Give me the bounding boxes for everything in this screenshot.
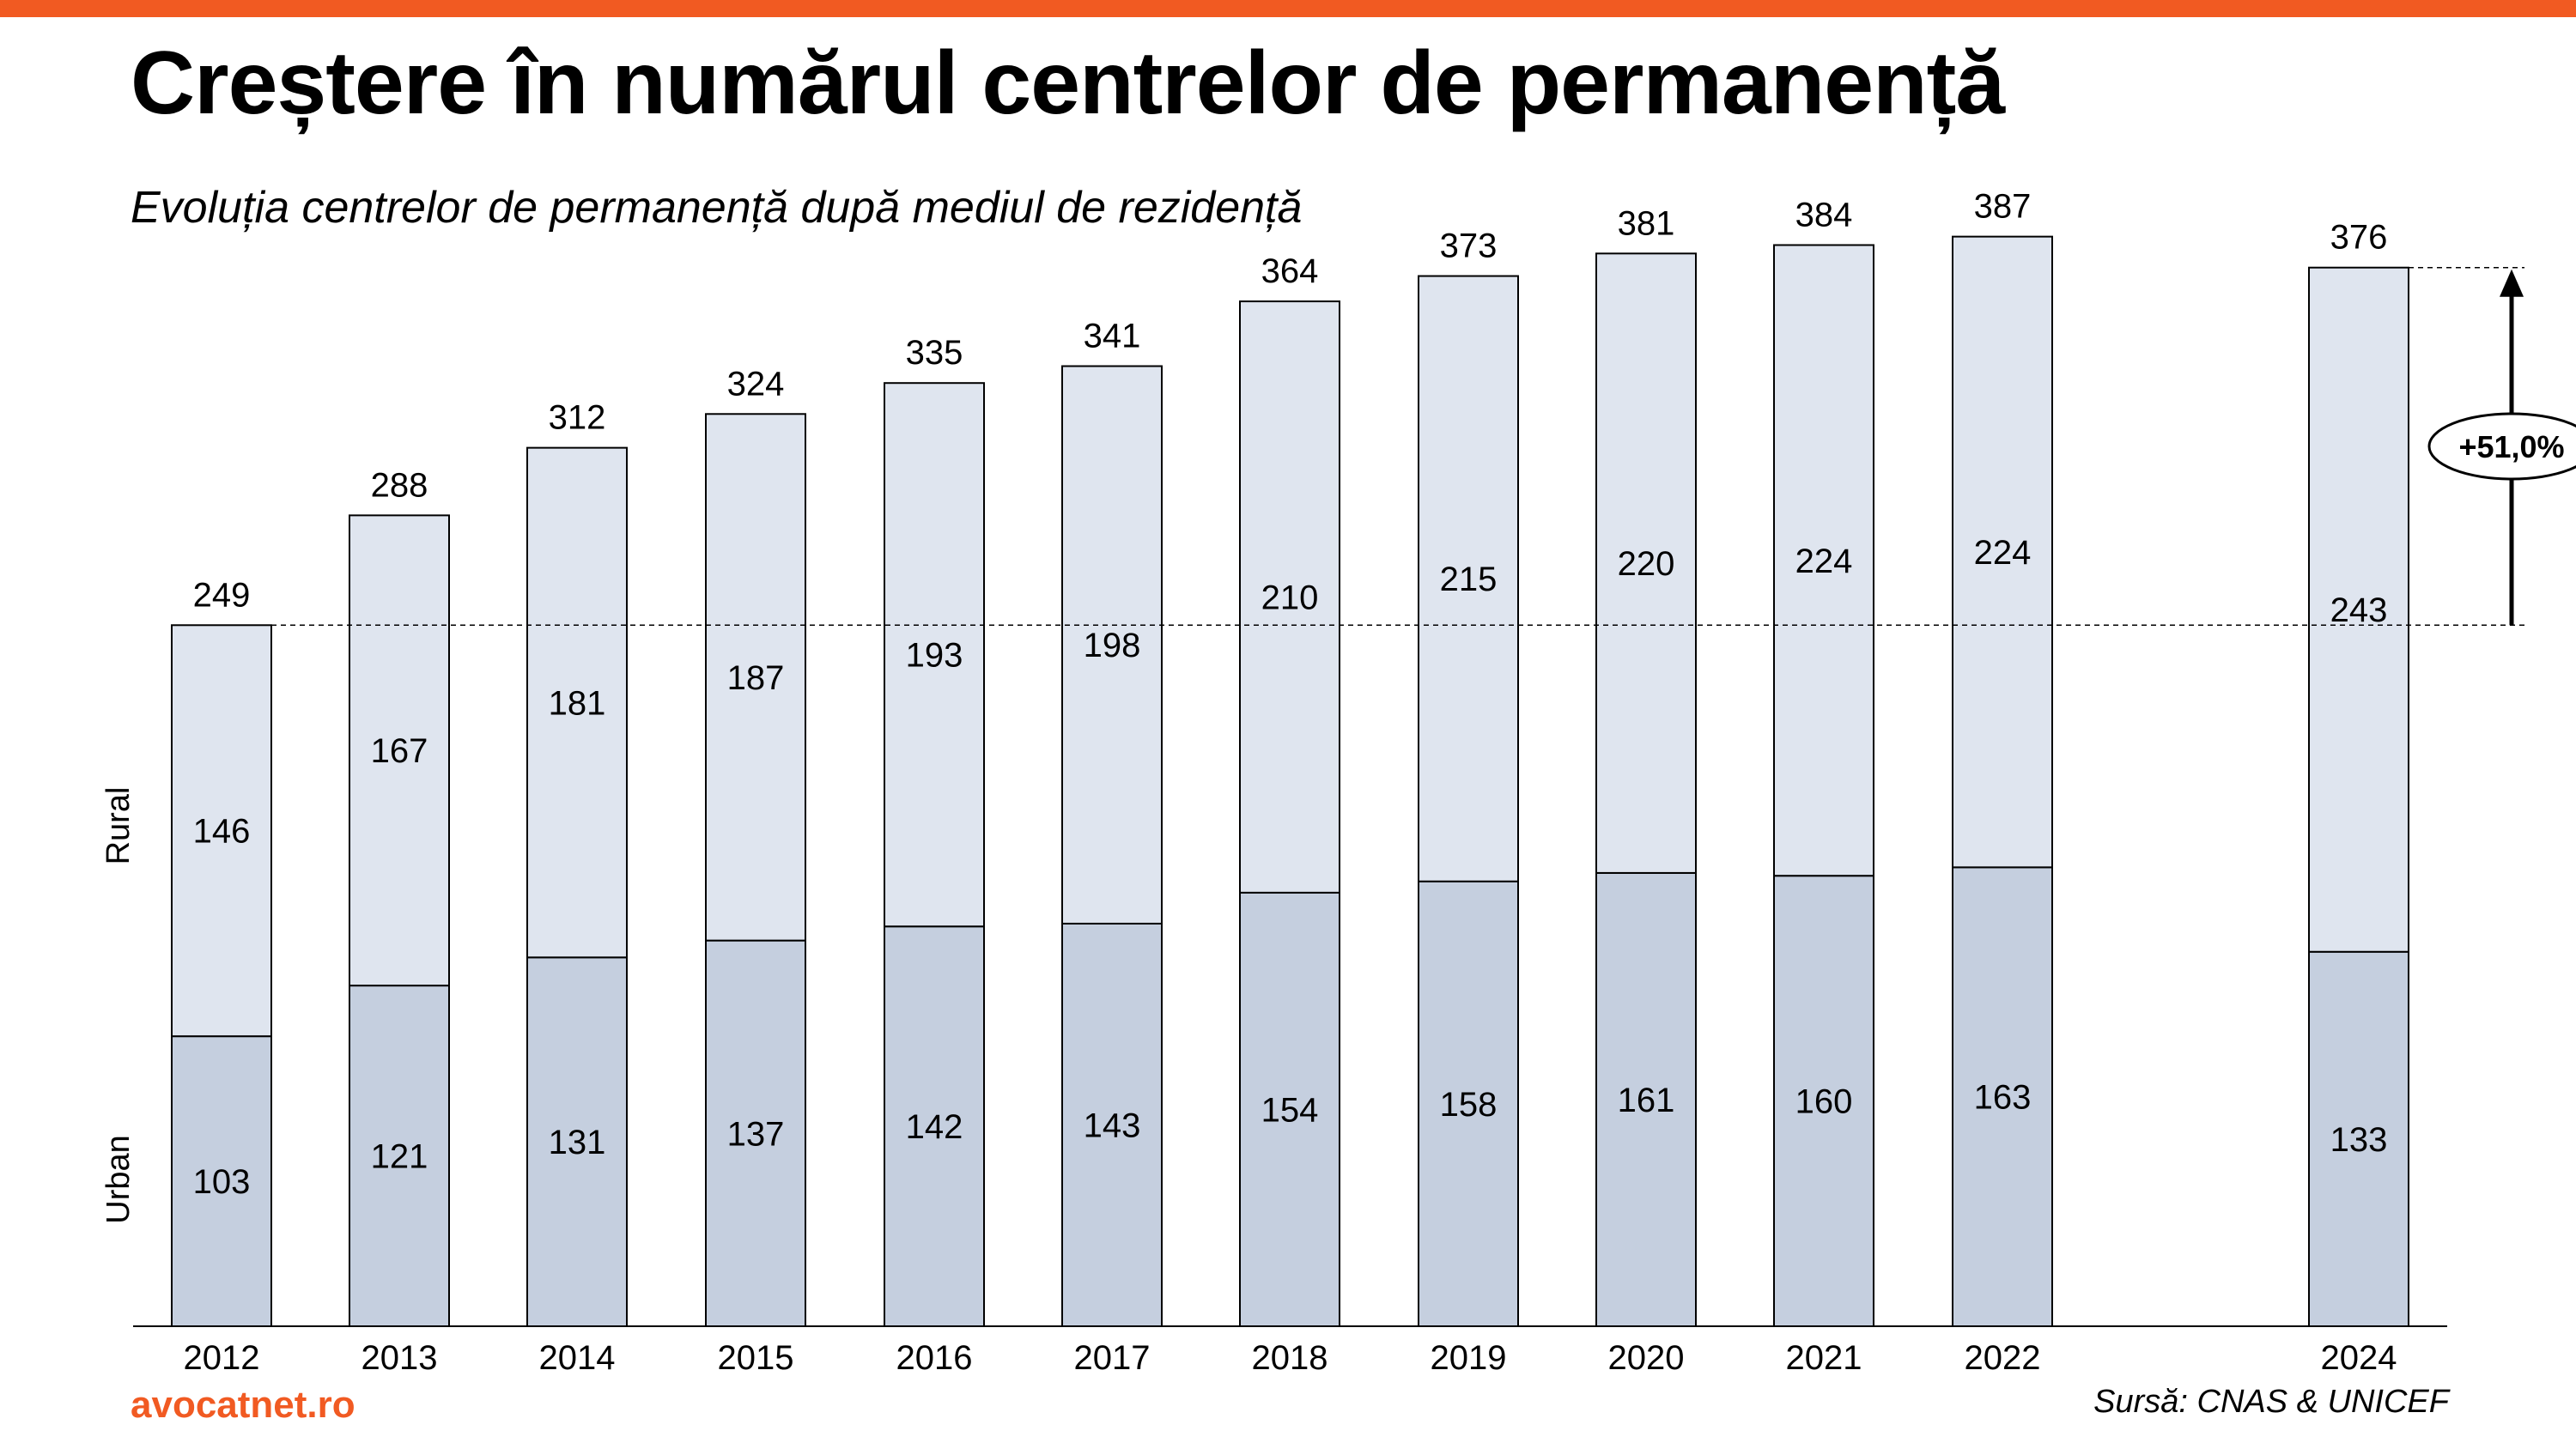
growth-badge xyxy=(2427,412,2576,481)
chart-subtitle: Evoluția centrelor de permanență după me… xyxy=(131,183,1303,233)
label-rural-2015: 187 xyxy=(727,659,785,697)
label-total-2012: 249 xyxy=(193,576,251,614)
label-urban-2020: 161 xyxy=(1618,1082,1675,1119)
label-urban-2016: 142 xyxy=(906,1108,963,1146)
x-tick-label-2015: 2015 xyxy=(718,1339,794,1377)
chart-title: Creștere în numărul centrelor de permane… xyxy=(131,33,2005,133)
bar-rural-2015 xyxy=(705,413,806,942)
x-tick-label-2016: 2016 xyxy=(896,1339,973,1377)
label-urban-2021: 160 xyxy=(1795,1083,1853,1121)
series-label-rural: Rural xyxy=(100,787,137,865)
x-tick-label-2022: 2022 xyxy=(1965,1339,2041,1377)
bar-urban-2016 xyxy=(884,925,985,1327)
label-urban-2017: 143 xyxy=(1084,1106,1141,1144)
bar-urban-2019 xyxy=(1418,880,1519,1327)
label-rural-2022: 224 xyxy=(1974,534,2032,572)
bar-rural-2024 xyxy=(2308,266,2409,953)
label-total-2016: 335 xyxy=(906,334,963,372)
label-urban-2014: 131 xyxy=(549,1124,606,1161)
label-total-2024: 376 xyxy=(2330,219,2388,257)
bar-rural-2021 xyxy=(1773,244,1874,877)
label-urban-2018: 154 xyxy=(1261,1091,1319,1129)
label-rural-2018: 210 xyxy=(1261,579,1319,616)
label-rural-2016: 193 xyxy=(906,637,963,675)
bar-urban-2021 xyxy=(1773,875,1874,1327)
label-urban-2024: 133 xyxy=(2330,1121,2388,1159)
bar-urban-2024 xyxy=(2308,950,2409,1327)
bar-rural-2019 xyxy=(1418,275,1519,882)
brand-logo-text: avocatnet.ro xyxy=(131,1384,355,1426)
bar-rural-2017 xyxy=(1061,365,1163,925)
label-rural-2012: 146 xyxy=(193,813,251,851)
label-rural-2021: 224 xyxy=(1795,543,1853,580)
x-tick-label-2013: 2013 xyxy=(361,1339,438,1377)
x-tick-label-2012: 2012 xyxy=(184,1339,260,1377)
bar-rural-2020 xyxy=(1595,252,1697,874)
label-total-2021: 384 xyxy=(1795,196,1853,233)
label-total-2015: 324 xyxy=(727,365,785,403)
label-rural-2020: 220 xyxy=(1618,545,1675,583)
bar-urban-2018 xyxy=(1239,891,1340,1327)
bar-rural-2013 xyxy=(349,514,450,987)
bar-urban-2013 xyxy=(349,985,450,1327)
bar-rural-2012 xyxy=(171,624,272,1038)
bar-rural-2018 xyxy=(1239,300,1340,894)
source-note: Sursă: CNAS & UNICEF xyxy=(2093,1384,2449,1420)
series-label-urban: Urban xyxy=(100,1135,137,1224)
x-tick-label-2024: 2024 xyxy=(2321,1339,2397,1377)
top-accent-bar xyxy=(0,0,2576,17)
growth-arrow-head xyxy=(2500,269,2524,297)
x-tick-label-2014: 2014 xyxy=(539,1339,616,1377)
label-urban-2022: 163 xyxy=(1974,1079,2032,1117)
x-tick-label-2018: 2018 xyxy=(1252,1339,1328,1377)
label-total-2022: 387 xyxy=(1974,188,2032,226)
x-tick-label-2020: 2020 xyxy=(1608,1339,1685,1377)
bar-urban-2017 xyxy=(1061,922,1163,1327)
label-urban-2012: 103 xyxy=(193,1163,251,1201)
bar-urban-2022 xyxy=(1952,866,2053,1327)
label-total-2018: 364 xyxy=(1261,252,1319,290)
bar-rural-2022 xyxy=(1952,235,2053,869)
label-total-2019: 373 xyxy=(1440,227,1498,265)
label-urban-2019: 158 xyxy=(1440,1086,1498,1124)
label-total-2017: 341 xyxy=(1084,318,1141,355)
x-tick-label-2017: 2017 xyxy=(1074,1339,1151,1377)
growth-badge-label: +51,0% xyxy=(2458,429,2564,464)
x-tick-label-2019: 2019 xyxy=(1431,1339,1507,1377)
label-rural-2013: 167 xyxy=(371,732,428,770)
label-total-2020: 381 xyxy=(1618,204,1675,242)
label-total-2013: 288 xyxy=(371,466,428,504)
label-urban-2013: 121 xyxy=(371,1138,428,1176)
label-total-2014: 312 xyxy=(549,399,606,437)
bar-urban-2020 xyxy=(1595,871,1697,1327)
bar-rural-2016 xyxy=(884,382,985,928)
label-rural-2024: 243 xyxy=(2330,591,2388,629)
label-urban-2015: 137 xyxy=(727,1115,785,1153)
label-rural-2014: 181 xyxy=(549,684,606,722)
label-rural-2019: 215 xyxy=(1440,561,1498,598)
x-tick-label-2021: 2021 xyxy=(1786,1339,1862,1377)
bar-urban-2012 xyxy=(171,1035,272,1328)
label-rural-2017: 198 xyxy=(1084,627,1141,664)
bar-rural-2014 xyxy=(526,446,628,959)
